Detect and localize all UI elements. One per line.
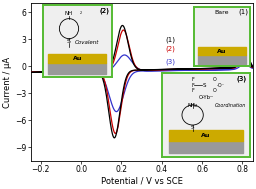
Y-axis label: Current / μA: Current / μA xyxy=(4,57,13,108)
Text: (3): (3) xyxy=(166,58,176,65)
Text: (2): (2) xyxy=(166,45,176,52)
Text: (1): (1) xyxy=(166,36,176,43)
X-axis label: Potential / V vs SCE: Potential / V vs SCE xyxy=(101,177,183,186)
